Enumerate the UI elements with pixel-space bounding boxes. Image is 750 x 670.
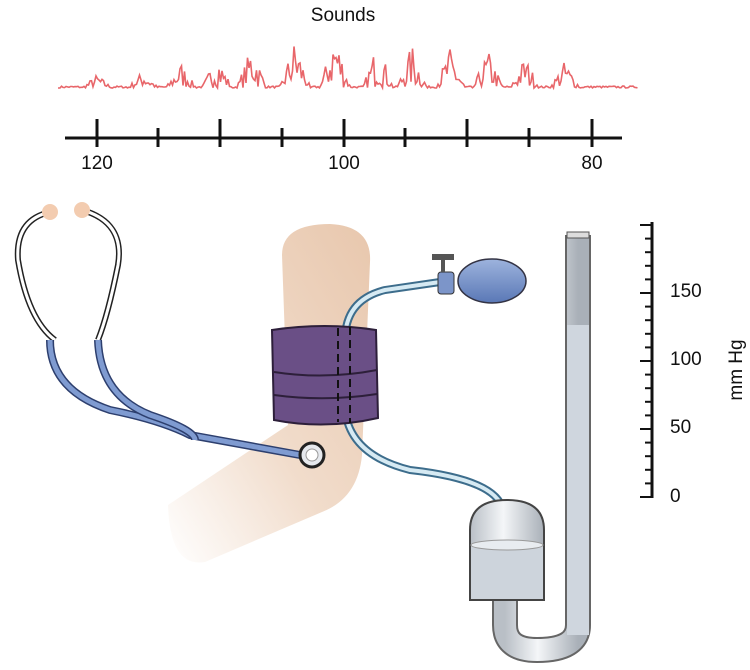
- scale-unit: mm Hg: [726, 339, 747, 400]
- axis-label: 100: [328, 153, 360, 174]
- axis-label: 80: [581, 153, 602, 174]
- cuff: [270, 325, 380, 426]
- scale-label: 50: [670, 417, 691, 438]
- sounds-title: Sounds: [311, 5, 375, 26]
- pressure-axis: [65, 119, 622, 147]
- scale-label: 100: [670, 349, 702, 370]
- stethoscope: [14, 202, 326, 469]
- manometer: [469, 231, 591, 664]
- axis-label: 120: [81, 153, 113, 174]
- arm: [168, 224, 371, 563]
- sound-waveform: [58, 46, 638, 91]
- mmhg-scale: [640, 222, 654, 498]
- inflation-bulb: [432, 254, 527, 304]
- scale-label: 150: [670, 281, 702, 302]
- scale-label: 0: [670, 486, 681, 507]
